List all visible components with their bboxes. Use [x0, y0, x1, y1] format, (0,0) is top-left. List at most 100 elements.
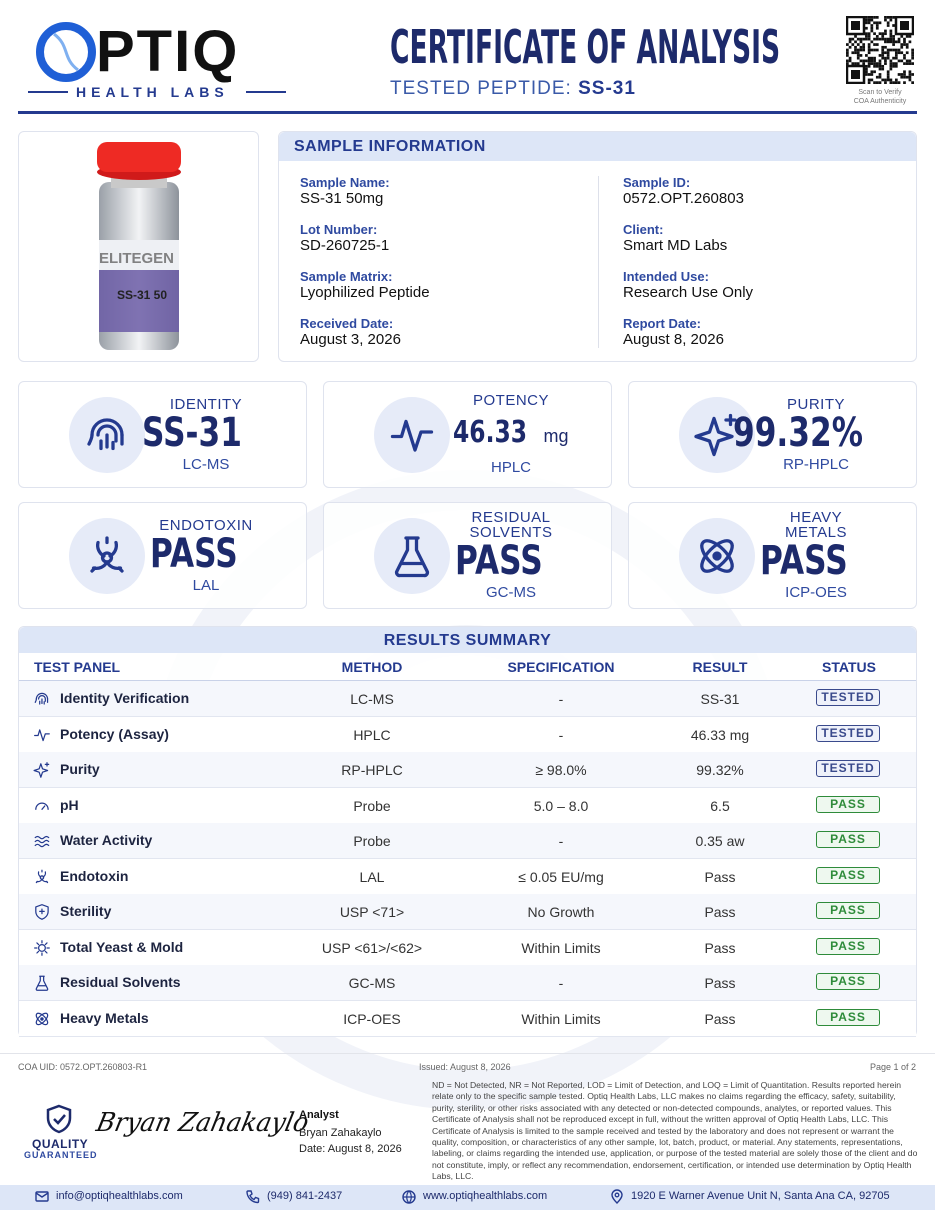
cell: Pass: [704, 904, 736, 920]
cell: Probe: [353, 797, 391, 814]
vial-brand: ELITEGEN: [99, 250, 175, 267]
card-value: 99.32%: [733, 412, 900, 454]
field-label: Client:: [623, 222, 664, 237]
column-header: STATUS: [822, 659, 876, 675]
quality-label: GUARANTEED: [24, 1150, 98, 1160]
coa-uid: COA UID: 0572.OPT.260803-R1: [18, 1062, 148, 1072]
card-text: PURITY 99.32% RP-HPLC: [733, 382, 875, 487]
cell: Pass: [704, 975, 736, 991]
document-title-text: CERTIFICATE OF ANALYSIS: [390, 20, 781, 74]
test-name: Residual Solvents: [60, 974, 181, 990]
field-label: Sample Name:: [300, 175, 390, 190]
row-icon: [35, 904, 49, 920]
cell: ≥ 98.0%: [535, 762, 587, 778]
card-value-text: 99.32%: [732, 409, 863, 456]
summary-card: IDENTITY SS-31 LC-MS: [18, 381, 307, 488]
status-text: PASS: [830, 1009, 866, 1024]
card-method: HPLC: [490, 459, 531, 476]
cell: Within Limits: [521, 1010, 601, 1027]
row-icon: [34, 939, 50, 956]
status-badge: TESTED: [816, 760, 880, 777]
product-image-frame: ELITEGEN SS-31 50: [18, 131, 259, 362]
status-text: TESTED: [821, 761, 875, 775]
card-title: HEAVY METALS: [785, 509, 847, 541]
card-value-text: SS-31: [141, 409, 242, 456]
cell: 5.0 – 8.0: [533, 797, 589, 814]
status-badge: PASS: [816, 831, 880, 848]
table-row: [19, 681, 916, 717]
status-badge: TESTED: [816, 724, 880, 742]
status-text: PASS: [830, 938, 866, 953]
row-icon: [35, 1012, 49, 1025]
cell: -: [558, 975, 564, 991]
card-value-text: PASS: [759, 538, 848, 584]
subtitle-label: TESTED PEPTIDE:: [390, 78, 572, 99]
cell: RP-HPLC: [341, 762, 403, 778]
qr-caption: COA Authenticity: [853, 98, 907, 105]
card-title: RESIDUAL SOLVENTS: [469, 509, 553, 541]
test-name: Water Activity: [60, 832, 153, 848]
card-value-text: PASS: [149, 530, 238, 577]
card-value: PASS: [760, 540, 872, 582]
row-icon: [34, 692, 49, 705]
logo-tagline: HEALTH LABS: [76, 84, 229, 100]
document-title: CERTIFICATE OF ANALYSIS: [390, 20, 935, 74]
cell: LAL: [359, 868, 385, 885]
field-value: SD-260725-1: [300, 237, 390, 254]
contact-icon: [246, 1190, 260, 1204]
card-value: PASS: [455, 540, 567, 582]
cell: Pass: [704, 939, 736, 956]
field-label: Received Date:: [300, 316, 394, 331]
row-icon: [35, 869, 49, 883]
cell: USP <61>/<62>: [321, 939, 423, 956]
test-name: Sterility: [60, 903, 112, 919]
card-title: POTENCY: [472, 392, 549, 409]
quality-badge: [46, 1104, 72, 1134]
column-header: RESULT: [692, 659, 748, 675]
contact-icon: [402, 1190, 416, 1204]
field-value: Research Use Only: [623, 284, 754, 301]
card-icon: [374, 397, 450, 473]
field-value: Lyophilized Peptide: [300, 284, 430, 301]
status-text: TESTED: [821, 725, 875, 740]
test-name: Heavy Metals: [60, 1009, 149, 1026]
contact-text: (949) 841-2437: [267, 1190, 343, 1202]
card-icon: [374, 518, 450, 594]
column-header: TEST PANEL: [34, 659, 121, 675]
field-value: August 8, 2026: [623, 331, 724, 348]
header-rule: [18, 111, 917, 114]
analyst-role: Analyst: [299, 1109, 339, 1121]
test-name: Total Yeast & Mold: [60, 938, 184, 955]
cell: Within Limits: [521, 939, 601, 956]
cell: 6.5: [710, 797, 730, 814]
card-title: IDENTITY: [169, 395, 243, 413]
cell: GC-MS: [348, 975, 396, 991]
cell: 99.32%: [696, 762, 744, 778]
card-text: POTENCY 46.33 mg HPLC: [452, 382, 570, 487]
card-value-text: 46.33: [453, 415, 528, 450]
cell: Probe: [353, 833, 391, 849]
section-header: RESULTS SUMMARY: [19, 627, 916, 653]
section-title: RESULTS SUMMARY: [383, 632, 552, 649]
table-row: [19, 787, 916, 824]
page-number: Page 1 of 2: [869, 1062, 916, 1072]
status-text: PASS: [830, 832, 866, 846]
results-summary: RESULTS SUMMARY TEST PANEL METHOD SPECIFICA…: [18, 626, 917, 1037]
cell: SS-31: [700, 691, 740, 707]
signature: Bryan Zahakaylo: [93, 1108, 312, 1138]
row-icon: [34, 835, 50, 848]
card-value: 46.33 mg: [453, 408, 568, 457]
contact-icon: [611, 1189, 623, 1204]
analyst-date: Date: August 8, 2026: [299, 1143, 402, 1155]
card-value: PASS: [150, 533, 262, 575]
contact-text: 1920 E Warner Avenue Unit N, Santa Ana C…: [631, 1190, 890, 1202]
vial: [97, 142, 181, 350]
status-badge: PASS: [816, 902, 880, 919]
field-value: Smart MD Labs: [623, 237, 728, 254]
card-title: ENDOTOXIN: [159, 516, 253, 534]
sample-information: SAMPLE INFORMATION Sample Name: SS-31 50mg…: [278, 131, 917, 362]
subtitle-value: SS-31: [578, 78, 636, 99]
test-name: Purity: [60, 761, 100, 777]
field-value: 0572.OPT.260803: [623, 190, 744, 207]
column-header: METHOD: [341, 659, 403, 675]
